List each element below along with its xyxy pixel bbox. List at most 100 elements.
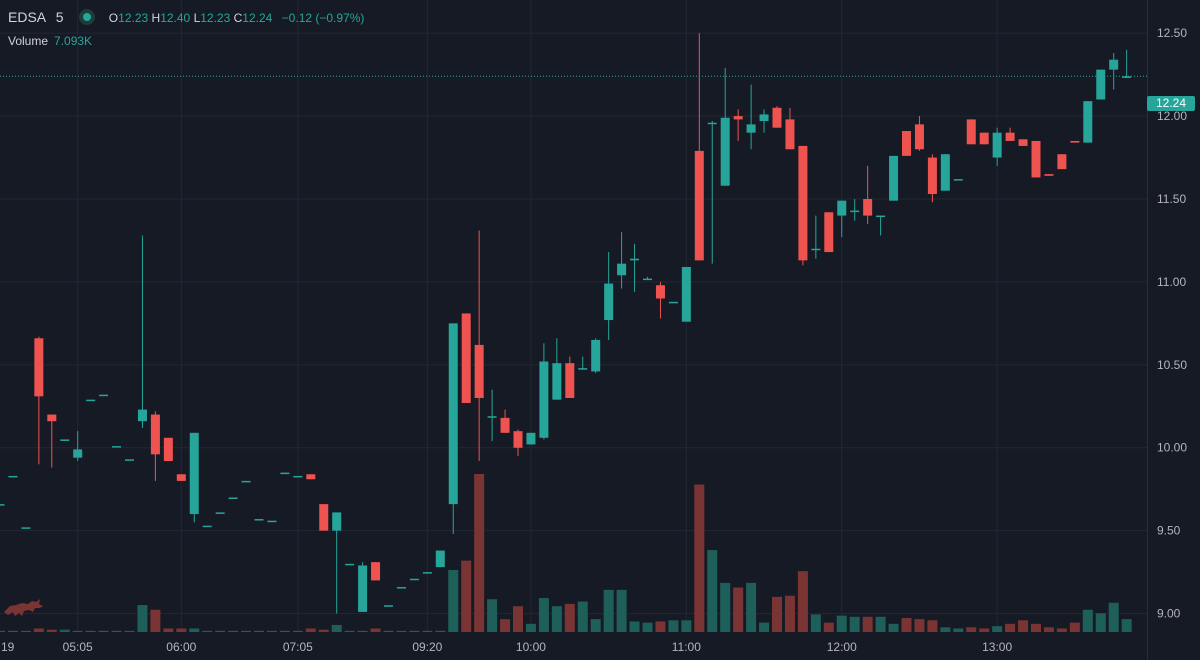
time-axis[interactable]: 19 05:05 06:00 07:05 09:20 10:00 11:00 12:00 13:… xyxy=(1,640,1012,654)
volume-bar xyxy=(513,606,523,632)
volume-bar xyxy=(746,582,757,632)
candle-body xyxy=(448,323,458,505)
candle-body xyxy=(280,472,290,475)
volume-bar xyxy=(1031,623,1041,632)
volume-bar xyxy=(797,571,808,632)
volume-bar xyxy=(500,619,511,632)
volume-bar xyxy=(72,630,83,632)
volume-bar xyxy=(784,595,795,632)
candle-body xyxy=(396,587,406,589)
candle-body xyxy=(526,432,536,445)
close-value: 12.24 xyxy=(242,11,273,25)
close-label: C xyxy=(233,11,243,25)
volume-bar xyxy=(266,630,277,632)
candle-body xyxy=(99,394,109,397)
volume-bar xyxy=(733,587,744,632)
volume-bar xyxy=(810,614,821,632)
candle-body xyxy=(1083,101,1093,143)
ohlc-legend: EDSA 5 O12.23 H12.40 L12.23 C12.24 −0.12… xyxy=(8,9,364,25)
volume-bar xyxy=(331,624,342,632)
volume-bar xyxy=(707,550,718,632)
volume-bar xyxy=(1056,628,1067,632)
candle-body xyxy=(474,344,484,398)
candle-body xyxy=(306,474,316,480)
volume-bar xyxy=(176,628,187,632)
candle-body xyxy=(409,578,419,581)
candle-body xyxy=(267,520,277,523)
volume-bar xyxy=(759,622,770,632)
volume-bar xyxy=(966,627,977,632)
candle-body xyxy=(487,416,497,418)
volume-bar xyxy=(979,628,990,632)
volume-bar xyxy=(111,630,122,632)
volume-bar xyxy=(629,621,640,632)
candle-body xyxy=(513,431,523,448)
time-tick-label: 12:00 xyxy=(827,640,857,654)
volume-bar xyxy=(940,627,951,632)
candle-body xyxy=(578,368,588,370)
candle-body xyxy=(112,446,122,448)
candle-body xyxy=(992,132,1002,158)
volume-bar xyxy=(59,629,70,632)
candle-body xyxy=(254,519,264,521)
volume-bar xyxy=(85,630,96,632)
volume-bar xyxy=(525,623,536,632)
candle-body xyxy=(927,157,937,195)
candle-body xyxy=(371,562,381,581)
candle-body xyxy=(914,124,924,150)
volume-bar xyxy=(1043,627,1054,632)
price-tick-label: 11.50 xyxy=(1157,192,1186,206)
candle-body xyxy=(630,258,640,261)
candle-body xyxy=(73,449,83,458)
volume-bar xyxy=(396,630,407,632)
volume-bar xyxy=(849,616,860,632)
volume-bar xyxy=(538,598,549,632)
volume-bar xyxy=(241,630,252,632)
time-tick-label: 05:05 xyxy=(63,640,93,654)
candle-body xyxy=(163,437,173,462)
volume-bar xyxy=(7,630,18,632)
candle-body xyxy=(461,313,471,403)
status-dot-icon[interactable] xyxy=(79,9,96,25)
candle-body xyxy=(86,399,96,402)
timeframe[interactable]: 5 xyxy=(55,9,64,25)
candle-body xyxy=(953,179,963,181)
candle-body xyxy=(966,119,976,145)
volume-bar xyxy=(228,630,239,632)
price-tick-label: 11.00 xyxy=(1157,275,1186,289)
candle-body xyxy=(215,512,225,514)
volume-bar xyxy=(914,619,925,632)
volume-bar xyxy=(564,603,575,632)
candle-body xyxy=(863,198,873,216)
volume-bar xyxy=(292,630,303,632)
volume-bar xyxy=(1005,623,1016,632)
candle-body xyxy=(8,475,18,478)
volume-bar xyxy=(1108,602,1119,632)
volume-legend: Volume 7.093K xyxy=(8,34,92,48)
candle-body xyxy=(1122,76,1132,78)
candle-body xyxy=(435,550,445,568)
volume-bar xyxy=(888,623,899,632)
volume-bar xyxy=(577,601,588,632)
candle-body xyxy=(694,150,704,261)
candle-body xyxy=(345,563,355,566)
price-axis[interactable]: 12.50 12.00 11.50 11.00 10.50 10.00 9.50 9.00 xyxy=(1157,26,1187,620)
price-tick-label: 10.50 xyxy=(1157,358,1187,372)
candle-body xyxy=(707,122,717,125)
volume-bar xyxy=(344,630,355,632)
volume-bar xyxy=(422,630,433,632)
volume-label: Volume xyxy=(8,34,49,48)
candle-body xyxy=(1044,174,1054,176)
high-value: 12.40 xyxy=(160,11,191,25)
volume-bar xyxy=(1082,609,1093,632)
volume-bar xyxy=(720,582,731,632)
volume-bar xyxy=(875,616,886,632)
candle-body xyxy=(332,512,342,531)
candle-body xyxy=(824,212,834,253)
symbol-name[interactable]: EDSA xyxy=(8,9,47,25)
volume-bar xyxy=(202,630,213,632)
volume-bar xyxy=(318,629,329,632)
volume-bar xyxy=(603,589,614,632)
bull-logo-icon[interactable] xyxy=(2,596,46,622)
